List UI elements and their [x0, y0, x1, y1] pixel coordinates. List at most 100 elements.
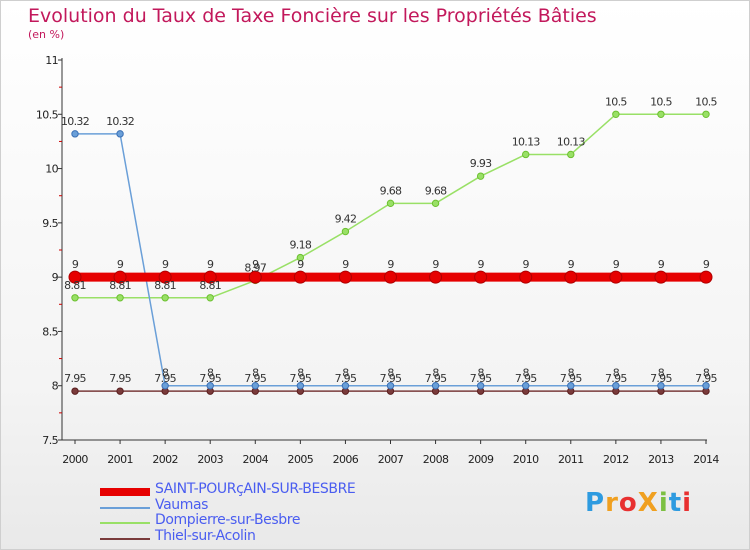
data-label: 9	[523, 258, 530, 271]
data-point	[341, 382, 350, 390]
legend-label: SAINT-POURçAIN-SUR-BESBRE	[155, 481, 356, 497]
data-label: 9	[613, 258, 620, 271]
x-tick-label: 2005	[288, 453, 314, 466]
x-tick-label: 2007	[378, 453, 404, 466]
data-point	[161, 294, 169, 302]
data-point	[476, 382, 485, 390]
data-label: 9.68	[425, 184, 447, 197]
data-label: 9	[342, 258, 349, 271]
data-point	[431, 382, 440, 390]
data-point	[564, 270, 578, 284]
x-tick-label: 2003	[197, 453, 223, 466]
data-point	[657, 382, 665, 390]
y-tick-label: 11	[45, 54, 58, 67]
logo-letter: o	[618, 488, 638, 518]
data-label: 7.95	[64, 372, 86, 385]
data-label: 8	[207, 367, 214, 380]
data-label: 10.5	[605, 95, 627, 108]
data-point	[612, 110, 620, 118]
data-label: 9	[568, 258, 575, 271]
data-label: 10.32	[61, 115, 89, 128]
data-point	[116, 130, 124, 138]
data-label: 7.95	[109, 372, 131, 385]
data-point	[386, 382, 395, 390]
data-label: 7.95	[605, 372, 627, 385]
data-label: 7.95	[650, 372, 672, 385]
data-label: 7.95	[335, 372, 357, 385]
data-point	[654, 270, 668, 284]
data-point	[431, 199, 440, 208]
data-label: 8.81	[109, 279, 131, 292]
legend-swatch	[100, 522, 150, 524]
data-label: 8	[432, 367, 439, 380]
data-point	[657, 110, 665, 118]
data-label: 9	[703, 258, 710, 271]
data-point	[296, 253, 305, 262]
chart-title: Evolution du Taux de Taxe Foncière sur l…	[28, 5, 597, 27]
data-label: 8	[252, 367, 259, 380]
data-point	[429, 270, 443, 284]
x-tick-label: 2000	[62, 453, 88, 466]
data-label: 8	[658, 367, 665, 380]
data-label: 8	[342, 367, 349, 380]
y-tick-label: 10.5	[36, 108, 59, 121]
data-label: 7.95	[425, 372, 447, 385]
data-label: 9	[72, 258, 79, 271]
legend-swatch	[100, 507, 150, 509]
x-tick-label: 2002	[152, 453, 178, 466]
data-point	[702, 110, 710, 118]
data-label: 10.5	[695, 95, 717, 108]
data-point	[68, 270, 82, 284]
data-point	[522, 382, 530, 390]
data-label: 7.95	[199, 372, 221, 385]
data-label: 9.18	[290, 239, 312, 252]
data-label: 7.95	[695, 372, 717, 385]
x-tick-label: 2001	[107, 453, 133, 466]
data-point	[476, 172, 485, 180]
data-label: 8.81	[154, 279, 176, 292]
legend-label: Vaumas	[155, 497, 209, 513]
data-label: 8.81	[64, 279, 86, 292]
logo-letter: r	[605, 488, 619, 518]
data-label: 8	[162, 367, 169, 380]
x-tick-label: 2010	[513, 453, 539, 466]
data-label: 8	[297, 367, 304, 380]
data-label: 9	[387, 258, 394, 271]
data-label: 8	[477, 367, 484, 380]
legend-label: Thiel-sur-Acolin	[155, 528, 256, 544]
logo-letter: t	[668, 488, 683, 518]
data-label: 9	[297, 258, 304, 271]
data-point	[384, 270, 397, 284]
data-label: 7.95	[244, 372, 266, 385]
data-point	[567, 382, 575, 390]
data-point	[203, 270, 217, 284]
legend-label: Dompierre-sur-Besbre	[155, 512, 301, 528]
data-label: 9.68	[380, 184, 402, 197]
data-label: 9	[117, 258, 124, 271]
data-point	[474, 270, 488, 284]
data-label: 9	[162, 258, 169, 271]
data-point	[341, 227, 350, 236]
data-label: 7.95	[470, 372, 492, 385]
data-label: 7.95	[290, 372, 312, 385]
y-tick-label: 8	[52, 380, 59, 393]
x-tick-label: 2008	[423, 453, 449, 466]
logo-letter: i	[658, 488, 669, 518]
data-point	[522, 150, 530, 159]
data-point	[296, 382, 305, 390]
data-point	[338, 270, 352, 284]
data-point	[248, 270, 262, 284]
y-tick-label: 7.5	[42, 434, 58, 447]
data-label: 8	[613, 367, 620, 380]
data-label: 10.5	[650, 95, 672, 108]
data-label: 7.95	[154, 372, 176, 385]
data-label: 10.13	[557, 135, 586, 148]
logo-letter: X	[637, 488, 659, 518]
data-label: 9	[477, 258, 484, 271]
data-label: 7.95	[560, 372, 582, 385]
data-label: 8	[568, 367, 575, 380]
x-tick-label: 2013	[648, 453, 674, 466]
data-label: 9	[658, 258, 665, 271]
data-point	[612, 382, 620, 390]
